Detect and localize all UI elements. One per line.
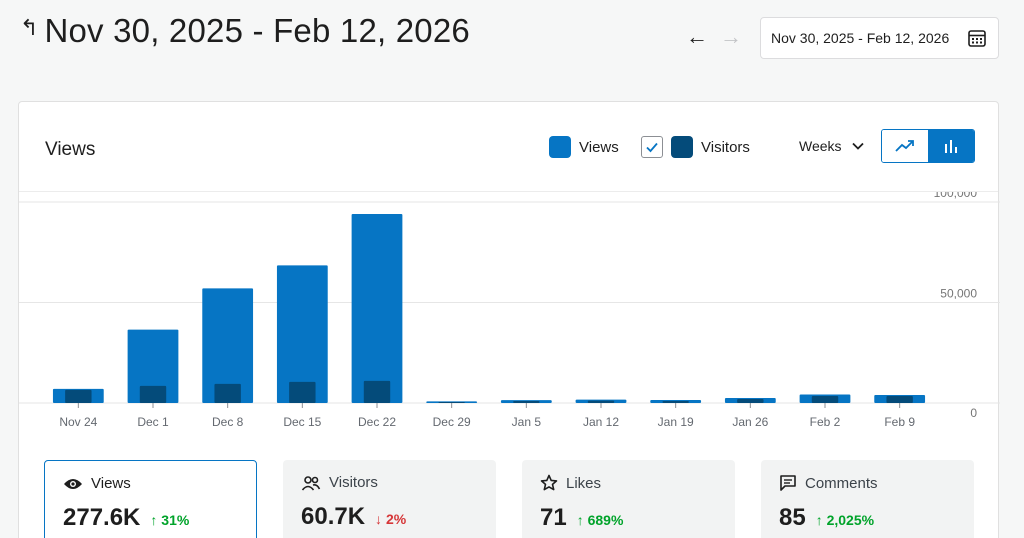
next-period-arrow-icon[interactable]: → [720,24,742,49]
visitors-bar [513,400,540,403]
visitors-bar [65,389,92,403]
visitors-bar [662,400,689,403]
stat-label: Likes [566,474,602,492]
date-range-picker[interactable]: Nov 30, 2025 - Feb 12, 2026 [760,17,999,59]
x-tick-label: Nov 24 [59,415,97,429]
bar-chart-icon [945,140,957,153]
x-tick-label: Dec 29 [433,415,471,429]
back-arrow-icon[interactable]: ↰ [20,15,39,40]
stat-value: 277.6K [63,504,141,531]
legend-views-label: Views [579,138,619,156]
visitors-checkbox[interactable] [641,136,663,158]
y-tick-label: 0 [970,406,977,420]
stat-card-visitors[interactable]: Visitors 60.7K ↓ 2% [283,460,496,538]
visitors-bar [139,385,167,403]
x-tick-label: Dec 15 [283,415,321,429]
visitors-bar [886,395,913,403]
bar-chart-button[interactable] [928,130,974,162]
stat-change: ↑ 31% [150,512,190,528]
chart-area: 100,000 50,000 0 Nov 24 Dec 1 Dec 8 Dec 15 Dec … [19,186,1000,442]
chevron-down-icon [851,142,864,150]
calendar-icon [968,30,986,47]
visitors-bar [214,383,241,403]
page-title: Nov 30, 2025 - Feb 12, 2026 [44,12,470,49]
views-bar [276,265,328,403]
stat-change: ↑ 689% [576,512,624,528]
visitors-swatch [671,136,693,158]
period-select-value: Weeks [799,138,842,154]
views-bar [351,214,403,403]
date-range-value: Nov 30, 2025 - Feb 12, 2026 [771,30,950,46]
line-chart-button[interactable] [882,130,928,162]
views-bar-chart: 100,000 50,000 0 Nov 24 Dec 1 Dec 8 Dec 15 Dec … [19,186,1000,429]
eye-icon [64,478,82,489]
stat-label: Comments [805,474,878,492]
legend-visitors-label: Visitors [701,138,750,156]
date-navigation: ← → [686,26,742,48]
chart-title: Views [45,139,96,160]
stat-label: Views [91,475,131,492]
checkmark-icon [646,142,658,153]
visitors-bar [438,401,465,403]
previous-period-arrow-icon[interactable]: ← [686,24,708,49]
stat-change: ↑ 2,025% [815,512,875,528]
visitors-bar [587,400,615,403]
star-icon [540,474,558,491]
stat-change: ↓ 2% [375,511,407,527]
line-chart-icon [895,140,914,152]
x-tick-label: Jan 12 [583,415,619,429]
x-tick-label: Dec 1 [137,415,169,429]
people-icon [301,475,321,491]
x-tick-label: Jan 26 [732,415,768,429]
legend-views: Views [549,136,619,158]
stat-card-comments[interactable]: Comments 85 ↑ 2,025% [761,460,974,538]
page-header: ↰ Nov 30, 2025 - Feb 12, 2026 [20,12,470,50]
visitors-bar [289,381,316,403]
period-select[interactable]: Weeks [799,138,864,154]
stat-label: Visitors [329,474,378,491]
x-tick-label: Feb 2 [810,415,841,429]
x-tick-label: Dec 8 [212,415,244,429]
x-tick-label: Jan 19 [658,415,694,429]
stat-value: 60.7K [301,503,366,530]
visitors-bar [811,395,839,403]
visitors-bar [737,398,764,403]
chart-card-header: Views Views Visitors Weeks [19,102,998,192]
views-chart-card: Views Views Visitors Weeks 100,000 50, [18,101,1000,538]
x-tick-label: Jan 5 [512,415,542,429]
views-swatch [549,136,571,158]
views-bar [202,288,254,403]
legend-visitors[interactable]: Visitors [641,136,750,158]
stat-value: 85 [779,504,806,531]
comment-icon [780,475,796,491]
y-tick-label: 100,000 [934,192,978,200]
visitors-bar [363,380,391,403]
stat-card-likes[interactable]: Likes 71 ↑ 689% [522,460,735,538]
x-tick-label: Dec 22 [358,415,396,429]
y-tick-label: 50,000 [940,287,977,301]
stat-card-views[interactable]: Views 277.6K ↑ 31% [44,460,257,538]
stat-value: 71 [540,504,567,531]
views-bar [127,329,179,403]
chart-type-toggle [881,129,975,163]
x-tick-label: Feb 9 [884,415,915,429]
